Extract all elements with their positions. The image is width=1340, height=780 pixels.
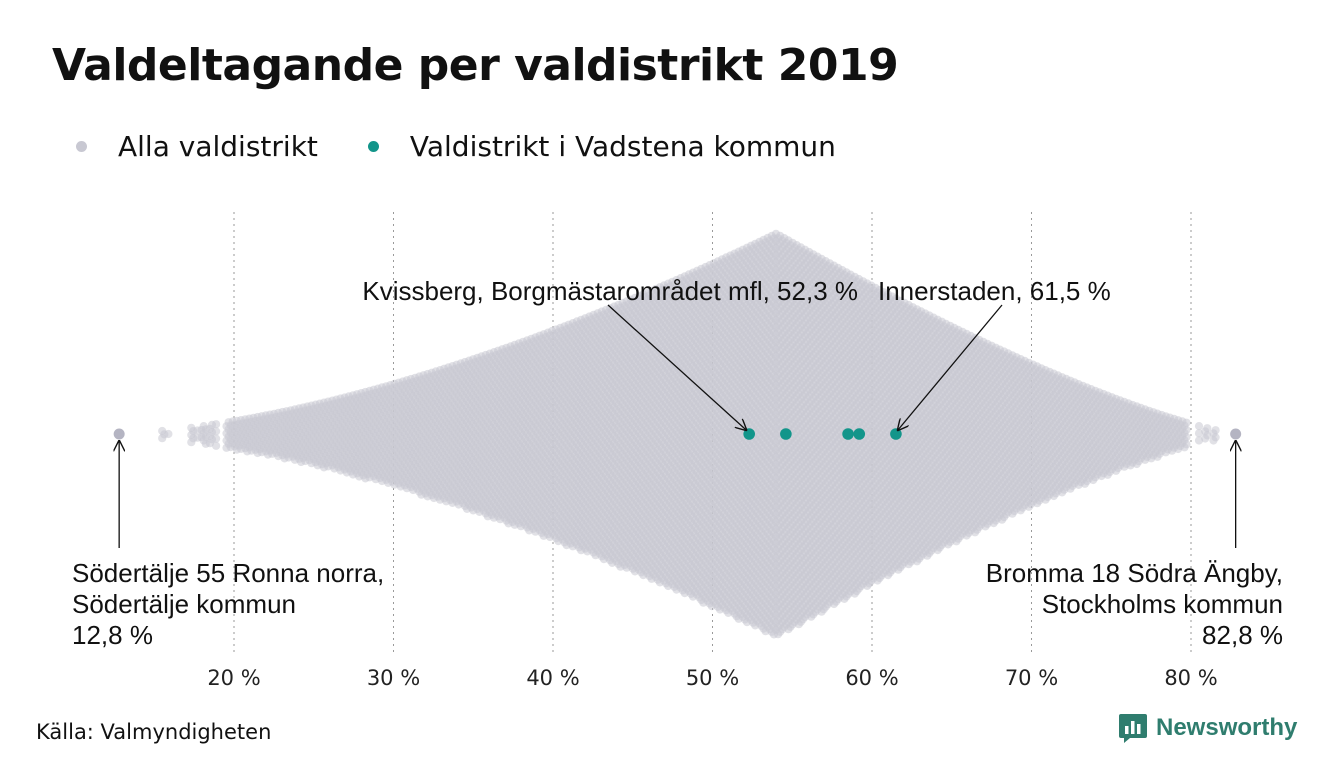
beeswarm-chart: Kvissberg, Borgmästarområdet mfl, 52,3 %… <box>0 0 1340 700</box>
swarm-point <box>212 420 220 428</box>
swarm-point <box>164 430 172 438</box>
swarm-point <box>212 442 220 450</box>
swarm-point <box>212 427 220 435</box>
swarm-point <box>212 435 220 443</box>
